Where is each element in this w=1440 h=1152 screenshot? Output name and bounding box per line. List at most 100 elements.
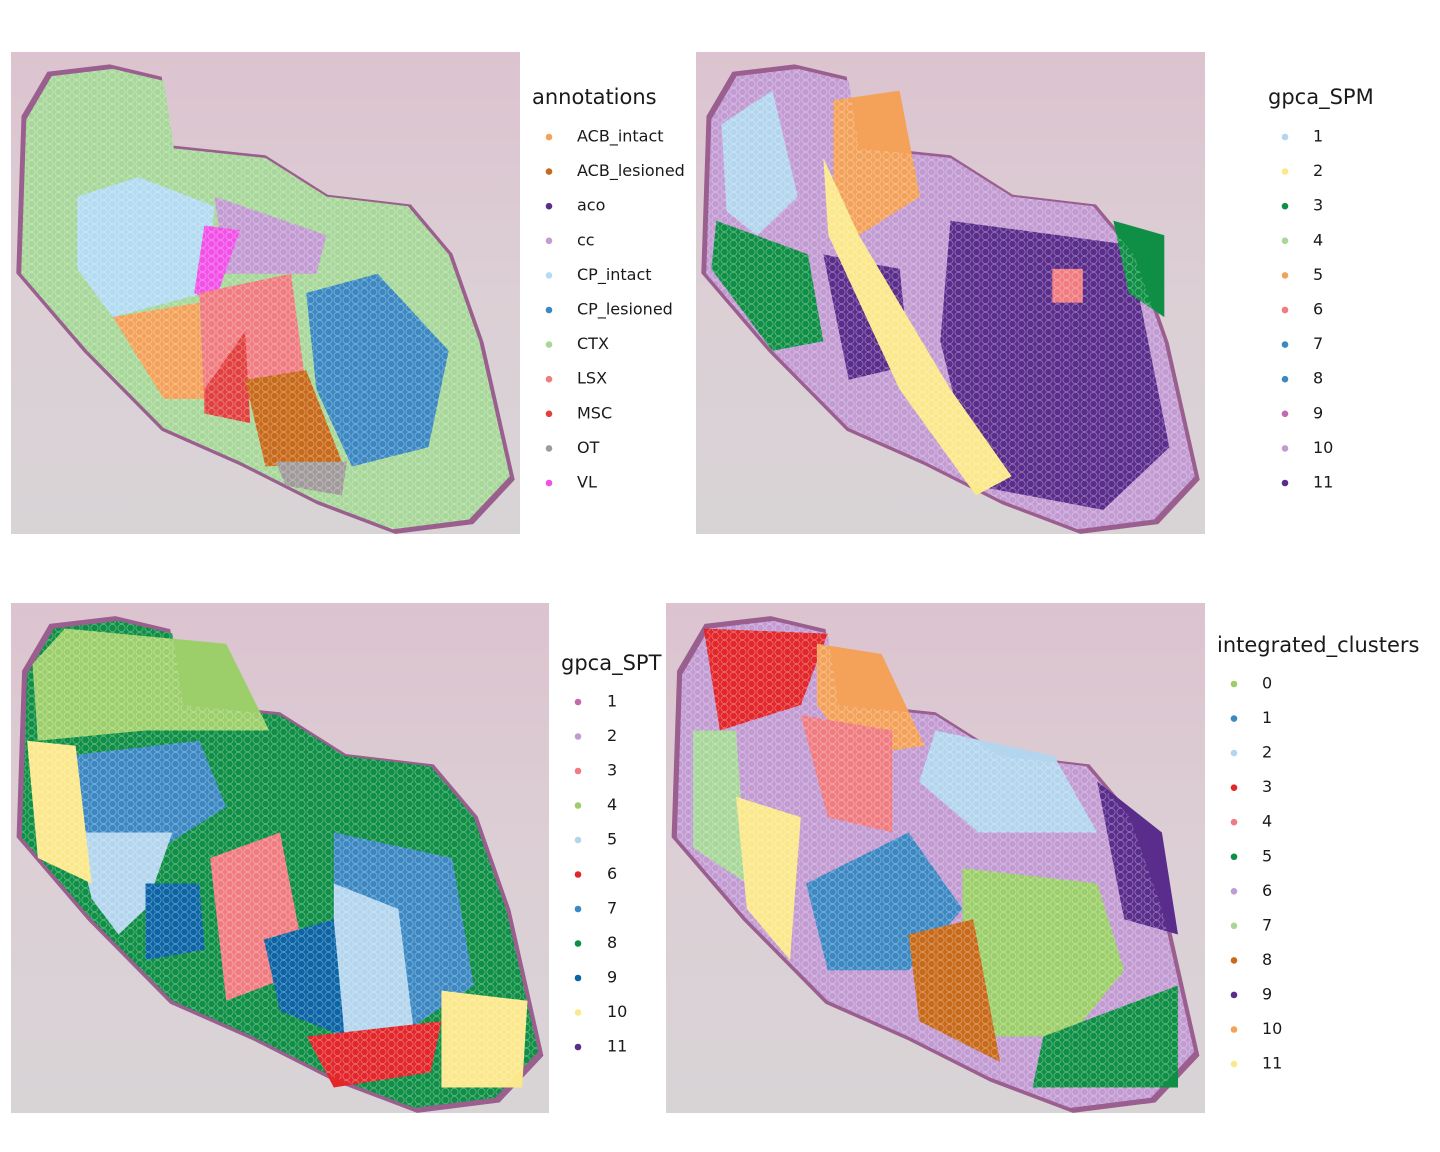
legend-label: 5 xyxy=(607,830,617,849)
legend-label: MSC xyxy=(577,403,612,422)
legend-swatch xyxy=(545,237,553,245)
legend-label: 11 xyxy=(1262,1054,1282,1073)
spot-grid xyxy=(21,68,510,530)
legend-label: 3 xyxy=(1262,777,1272,796)
legend-label: 7 xyxy=(1262,915,1272,934)
legend-title: gpca_SPM xyxy=(1268,85,1374,110)
legend-label: 2 xyxy=(1313,161,1323,180)
legend-label: 9 xyxy=(1262,984,1272,1003)
legend-swatch xyxy=(574,871,582,878)
legend-label: 7 xyxy=(607,899,617,918)
legend-swatch xyxy=(545,410,553,418)
panel: gpca_SPM 1 2 3 4 5 6 7 8 9 10 11 xyxy=(696,52,1374,534)
panel: gpca_SPT 1 2 3 4 5 6 7 8 9 10 11 xyxy=(11,603,662,1113)
legend-label: CP_lesioned xyxy=(577,300,673,320)
legend-label: 7 xyxy=(1313,334,1323,353)
legend-swatch xyxy=(1281,341,1289,348)
legend-swatch xyxy=(545,445,553,452)
spot-grid xyxy=(676,620,1195,1108)
legend-label: ACB_intact xyxy=(577,127,664,147)
legend-swatch xyxy=(574,836,582,844)
legend-label: 10 xyxy=(1313,438,1333,457)
spot-grid xyxy=(706,68,1195,530)
legend-swatch xyxy=(1230,1060,1238,1068)
legend-label: 5 xyxy=(1262,846,1272,865)
legend-swatch xyxy=(1281,168,1289,175)
legend-swatch xyxy=(545,202,553,210)
legend-swatch xyxy=(1281,272,1289,279)
legend-swatch xyxy=(574,1009,582,1016)
legend-swatch xyxy=(574,802,582,809)
legend-label: VL xyxy=(577,473,597,492)
legend-swatch xyxy=(545,272,553,279)
legend-swatch xyxy=(545,375,553,383)
legend-swatch xyxy=(574,1043,582,1051)
legend-label: ACB_lesioned xyxy=(577,161,685,181)
legend-swatch xyxy=(1230,680,1238,688)
legend-label: CP_intact xyxy=(577,265,652,285)
legend-swatch xyxy=(1230,853,1238,861)
legend-label: 6 xyxy=(607,864,617,883)
legend-title: gpca_SPT xyxy=(561,651,662,676)
legend-label: 0 xyxy=(1262,674,1272,693)
legend-swatch xyxy=(545,341,553,348)
legend-label: LSX xyxy=(577,369,607,388)
cluster-region xyxy=(1113,220,1165,318)
legend-swatch xyxy=(1281,479,1289,487)
legend-label: 4 xyxy=(1262,812,1272,831)
legend-label: 2 xyxy=(607,726,617,745)
spot-grid xyxy=(21,620,539,1108)
legend-label: 11 xyxy=(1313,473,1333,492)
legend-swatch xyxy=(1281,445,1289,452)
legend-swatch xyxy=(574,698,582,706)
legend-label: cc xyxy=(577,230,595,249)
legend-swatch xyxy=(1230,888,1238,895)
legend-label: 2 xyxy=(1262,743,1272,762)
panel: integrated_clusters 0 1 2 3 4 5 6 7 8 9 10 11 xyxy=(666,603,1419,1113)
legend-label: 8 xyxy=(607,933,617,952)
legend-swatch xyxy=(1281,375,1289,383)
legend-label: 10 xyxy=(1262,1019,1282,1038)
legend-swatch xyxy=(1281,237,1289,245)
legend-label: 3 xyxy=(607,761,617,780)
legend-label: 1 xyxy=(1262,708,1272,727)
legend-swatch xyxy=(1230,749,1238,757)
legend-swatch xyxy=(1230,1026,1238,1033)
legend-swatch xyxy=(1281,133,1289,141)
legend-label: 1 xyxy=(607,692,617,711)
legend-label: 9 xyxy=(1313,403,1323,422)
legend-label: 4 xyxy=(1313,230,1323,249)
legend-label: CTX xyxy=(577,334,609,353)
legend-swatch xyxy=(574,767,582,775)
legend-label: 4 xyxy=(607,795,617,814)
legend-label: 8 xyxy=(1262,950,1272,969)
legend-label: 5 xyxy=(1313,265,1323,284)
legend-label: 6 xyxy=(1313,300,1323,319)
legend-swatch xyxy=(574,733,582,740)
legend-swatch xyxy=(1230,957,1238,964)
legend-swatch xyxy=(574,974,582,982)
legend-swatch xyxy=(545,168,553,175)
legend-swatch xyxy=(1230,922,1238,930)
legend-label: 10 xyxy=(607,1002,627,1021)
legend-swatch xyxy=(1281,410,1289,418)
legend-swatch xyxy=(574,940,582,947)
legend-label: 11 xyxy=(607,1037,627,1056)
legend-label: 3 xyxy=(1313,196,1323,215)
legend-swatch xyxy=(545,133,553,141)
legend-swatch xyxy=(1281,306,1289,314)
legend-swatch xyxy=(574,905,582,913)
legend-title: annotations xyxy=(532,85,657,109)
legend-swatch xyxy=(545,306,553,314)
legend-label: aco xyxy=(577,196,605,215)
legend-label: 6 xyxy=(1262,881,1272,900)
legend-swatch xyxy=(545,479,553,487)
legend-swatch xyxy=(1230,991,1238,999)
legend-label: 1 xyxy=(1313,127,1323,146)
legend-swatch xyxy=(1281,202,1289,210)
legend-swatch xyxy=(1230,784,1238,791)
legend-swatch xyxy=(1230,818,1238,826)
legend-swatch xyxy=(1230,715,1238,722)
